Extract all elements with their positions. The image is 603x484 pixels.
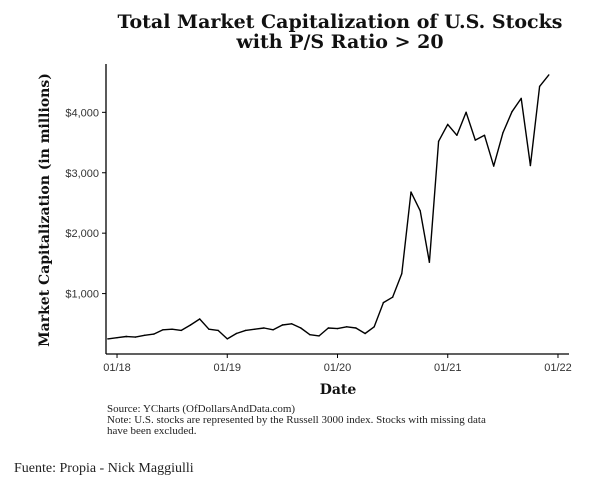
data-point-0-17: [263, 327, 265, 329]
data-point-0-23: [318, 335, 320, 337]
data-point-0-37: [447, 123, 449, 126]
chart-title-line-2: with P/S Ratio > 20: [235, 31, 443, 53]
data-point-0-5: [153, 333, 155, 335]
data-point-0-25: [336, 327, 339, 330]
data-point-0-29: [373, 326, 375, 328]
data-point-0-15: [244, 329, 247, 332]
data-point-0-11: [208, 328, 210, 330]
data-point-0-27: [355, 327, 357, 329]
data-point-0-0: [107, 338, 109, 340]
data-point-0-7: [171, 328, 173, 330]
data-point-0-1: [116, 337, 118, 339]
data-point-0-35: [428, 261, 431, 263]
y-tick-label-0: $1,000: [65, 289, 99, 301]
data-point-0-18: [272, 329, 274, 331]
data-point-0-6: [162, 329, 164, 331]
data-point-0-2: [125, 335, 127, 338]
data-point-0-39: [465, 111, 467, 114]
data-point-0-16: [254, 328, 256, 330]
data-point-0-46: [529, 164, 532, 167]
data-point-0-19: [281, 324, 284, 326]
data-point-0-47: [538, 85, 541, 88]
note-line-1: Note: U.S. stocks are represented by the…: [107, 414, 486, 426]
data-point-0-41: [483, 134, 486, 136]
data-point-0-31: [391, 296, 394, 298]
y-tick-label-2: $3,000: [65, 168, 99, 180]
x-tick-label-4: 01/22: [544, 362, 572, 374]
data-point-0-28: [364, 332, 366, 335]
data-point-0-43: [502, 132, 504, 134]
chart: Total Market Capitalization of U.S. Stoc…: [37, 11, 572, 398]
data-point-0-13: [226, 338, 228, 340]
data-point-0-10: [199, 318, 201, 320]
x-tick-label-0: 01/18: [103, 362, 131, 374]
data-point-0-3: [134, 336, 137, 338]
data-point-0-26: [346, 326, 348, 328]
x-tick-label-1: 01/19: [213, 362, 241, 374]
data-point-0-14: [235, 332, 238, 335]
plot-area: $1,000 $2,000 $3,000 $4,000 01/18 01/19 01/20 0…: [65, 64, 572, 374]
data-point-0-12: [217, 329, 219, 332]
x-tick-label-3: 01/21: [434, 362, 462, 374]
data-point-0-32: [401, 272, 403, 275]
data-point-0-8: [180, 329, 182, 332]
data-point-0-34: [419, 210, 421, 212]
y-axis-title: Market Capitalization (in millions): [37, 73, 53, 347]
data-point-0-36: [437, 140, 440, 142]
data-point-0-30: [382, 301, 385, 304]
chart-title-line-1: Total Market Capitalization of U.S. Stoc…: [118, 11, 563, 33]
data-point-0-42: [493, 165, 495, 167]
footer-credit: Fuente: Propia - Nick Maggiulli: [14, 461, 194, 476]
source-line: Source: YCharts (OfDollarsAndData.com): [107, 403, 296, 415]
x-axis-title: Date: [320, 382, 357, 398]
data-point-0-20: [290, 323, 293, 325]
data-point-0-9: [189, 324, 192, 326]
data-point-0-21: [300, 327, 302, 329]
data-point-0-45: [520, 97, 522, 100]
source-note: Source: YCharts (OfDollarsAndData.com) N…: [107, 404, 577, 437]
data-point-0-33: [410, 191, 412, 193]
data-point-0-44: [511, 111, 513, 113]
data-point-0-38: [456, 134, 458, 136]
note-line-2: have been excluded.: [107, 425, 197, 437]
y-tick-label-1: $2,000: [65, 228, 99, 240]
data-point-0-4: [143, 334, 146, 336]
data-point-0-40: [474, 139, 476, 141]
data-point-0-48: [548, 74, 550, 76]
series-line-0: [107, 74, 550, 340]
data-point-0-22: [309, 334, 311, 336]
data-point-0-24: [327, 327, 329, 329]
y-tick-label-3: $4,000: [65, 107, 99, 119]
x-tick-label-2: 01/20: [324, 362, 352, 374]
